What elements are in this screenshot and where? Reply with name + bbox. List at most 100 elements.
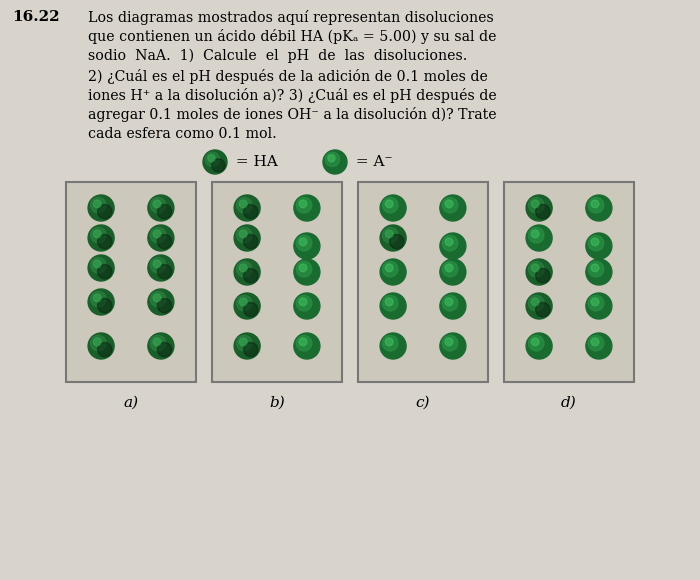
Circle shape	[90, 291, 106, 307]
Circle shape	[148, 333, 174, 359]
Circle shape	[528, 227, 544, 243]
Circle shape	[588, 197, 604, 213]
Text: c): c)	[416, 396, 430, 410]
Circle shape	[531, 338, 539, 346]
Circle shape	[234, 333, 260, 359]
Circle shape	[244, 303, 258, 317]
Circle shape	[90, 227, 106, 243]
Circle shape	[588, 262, 604, 277]
Circle shape	[244, 269, 258, 283]
Text: que contienen un ácido débil HA (pKₐ = 5.00) y su sal de: que contienen un ácido débil HA (pKₐ = 5…	[88, 30, 496, 45]
Circle shape	[299, 338, 307, 346]
Circle shape	[586, 333, 612, 359]
Circle shape	[385, 200, 393, 208]
Circle shape	[380, 293, 406, 319]
Circle shape	[93, 260, 101, 268]
Bar	[212, 182, 342, 382]
Circle shape	[88, 333, 114, 359]
Circle shape	[294, 259, 320, 285]
Circle shape	[442, 235, 458, 251]
Circle shape	[536, 205, 550, 219]
Circle shape	[299, 200, 307, 208]
Text: d): d)	[561, 396, 577, 410]
Circle shape	[237, 295, 252, 311]
Circle shape	[208, 154, 215, 162]
Circle shape	[380, 333, 406, 359]
Circle shape	[150, 291, 166, 307]
Circle shape	[440, 333, 466, 359]
Circle shape	[150, 197, 166, 213]
Circle shape	[244, 342, 258, 357]
Circle shape	[385, 230, 393, 238]
Circle shape	[528, 295, 544, 311]
Circle shape	[586, 195, 612, 221]
Circle shape	[97, 234, 112, 249]
Circle shape	[150, 335, 166, 351]
Circle shape	[90, 335, 106, 351]
Circle shape	[88, 225, 114, 251]
Circle shape	[380, 195, 406, 221]
Circle shape	[445, 298, 453, 306]
Circle shape	[150, 258, 166, 273]
Circle shape	[148, 289, 174, 315]
Circle shape	[88, 195, 114, 221]
Circle shape	[385, 298, 393, 306]
Circle shape	[526, 195, 552, 221]
Circle shape	[153, 294, 161, 302]
Circle shape	[153, 338, 161, 346]
Circle shape	[588, 235, 604, 251]
Circle shape	[88, 255, 114, 281]
Text: iones H⁺ a la disolución a)? 3) ¿Cuál es el pH después de: iones H⁺ a la disolución a)? 3) ¿Cuál es…	[88, 88, 497, 103]
Circle shape	[442, 197, 458, 213]
Circle shape	[445, 238, 453, 246]
Circle shape	[153, 200, 161, 208]
Circle shape	[237, 335, 252, 351]
Circle shape	[526, 333, 552, 359]
Circle shape	[380, 259, 406, 285]
Circle shape	[591, 338, 599, 346]
Text: cada esfera como 0.1 mol.: cada esfera como 0.1 mol.	[88, 127, 276, 141]
Text: b): b)	[269, 396, 285, 410]
Circle shape	[442, 295, 458, 311]
Circle shape	[203, 150, 227, 174]
Circle shape	[528, 262, 544, 277]
Circle shape	[531, 200, 539, 208]
Circle shape	[239, 338, 247, 346]
Circle shape	[531, 230, 539, 238]
Circle shape	[526, 259, 552, 285]
Circle shape	[237, 197, 252, 213]
Circle shape	[239, 230, 247, 238]
Circle shape	[153, 230, 161, 238]
Text: agregar 0.1 moles de iones OH⁻ a la disolución d)? Trate: agregar 0.1 moles de iones OH⁻ a la diso…	[88, 107, 496, 122]
Circle shape	[237, 262, 252, 277]
Circle shape	[586, 259, 612, 285]
Circle shape	[97, 264, 112, 279]
Circle shape	[591, 298, 599, 306]
Text: a): a)	[123, 396, 139, 410]
Circle shape	[153, 260, 161, 268]
Circle shape	[158, 299, 172, 313]
Text: 16.22: 16.22	[12, 10, 60, 24]
Circle shape	[294, 233, 320, 259]
Circle shape	[591, 238, 599, 246]
Text: = A⁻: = A⁻	[351, 155, 393, 169]
Circle shape	[296, 335, 312, 351]
Circle shape	[97, 342, 112, 357]
Text: 2) ¿Cuál es el pH después de la adición de 0.1 moles de: 2) ¿Cuál es el pH después de la adición …	[88, 68, 488, 84]
Text: sodio  NaA.  1)  Calcule  el  pH  de  las  disoluciones.: sodio NaA. 1) Calcule el pH de las disol…	[88, 49, 468, 63]
Circle shape	[158, 264, 172, 279]
Circle shape	[237, 227, 252, 243]
Circle shape	[588, 335, 604, 351]
Circle shape	[440, 259, 466, 285]
Circle shape	[97, 299, 112, 313]
Circle shape	[90, 258, 106, 273]
Circle shape	[239, 298, 247, 306]
Circle shape	[591, 200, 599, 208]
Circle shape	[445, 264, 453, 272]
Circle shape	[294, 293, 320, 319]
Circle shape	[296, 235, 312, 251]
Circle shape	[442, 335, 458, 351]
Circle shape	[296, 262, 312, 277]
Circle shape	[445, 338, 453, 346]
Circle shape	[390, 234, 404, 249]
